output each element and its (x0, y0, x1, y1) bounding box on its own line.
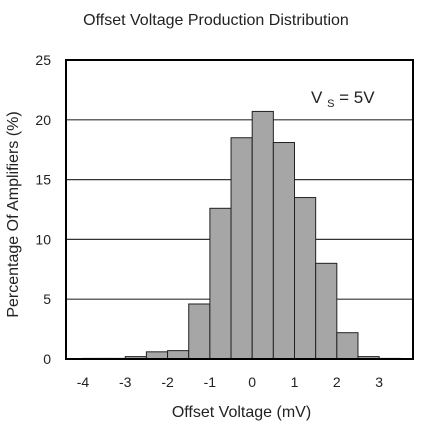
histogram-bar (145, 351, 169, 360)
annotation-subscript: S (327, 98, 334, 110)
x-axis-label: Offset Voltage (mV) (172, 404, 311, 421)
x-tick-label: 2 (333, 374, 341, 390)
histogram-bar (251, 110, 274, 360)
x-tick-label: -4 (77, 374, 90, 390)
supply-voltage-annotation: V S = 5V (311, 88, 375, 111)
y-axis-label: Percentage Of Amplifiers (%) (5, 111, 22, 317)
plot-frame (65, 59, 414, 360)
histogram-bar (336, 332, 359, 360)
y-tick-label: 25 (35, 52, 51, 68)
y-tick-label: 10 (35, 231, 51, 247)
annotation-main: V (311, 88, 323, 107)
x-tick-label: -2 (161, 374, 174, 390)
y-tick-label: 5 (43, 291, 51, 307)
x-tick-label: -1 (204, 374, 217, 390)
histogram-bar (167, 350, 190, 360)
histogram-bars (82, 110, 401, 360)
histogram-bar (315, 262, 338, 360)
y-tick-label: 15 (35, 172, 51, 188)
histogram-bar (230, 137, 253, 360)
annotation-rest: = 5V (339, 88, 375, 107)
x-tick-label: 3 (375, 374, 383, 390)
y-tick-label: 20 (35, 112, 51, 128)
chart-title: Offset Voltage Production Distribution (83, 12, 349, 29)
histogram-bar (272, 142, 296, 360)
histogram-bar (294, 197, 317, 360)
x-tick-label: 0 (248, 374, 256, 390)
x-tick-label: 1 (291, 374, 299, 390)
histogram-bar (188, 303, 211, 360)
y-tick-label: 0 (43, 351, 51, 367)
histogram-bar (209, 207, 232, 360)
y-axis-ticks: 0 5 10 15 20 25 (35, 52, 51, 367)
x-tick-label: -3 (119, 374, 132, 390)
x-axis-ticks: -4 -3 -2 -1 0 1 2 3 (77, 374, 384, 390)
